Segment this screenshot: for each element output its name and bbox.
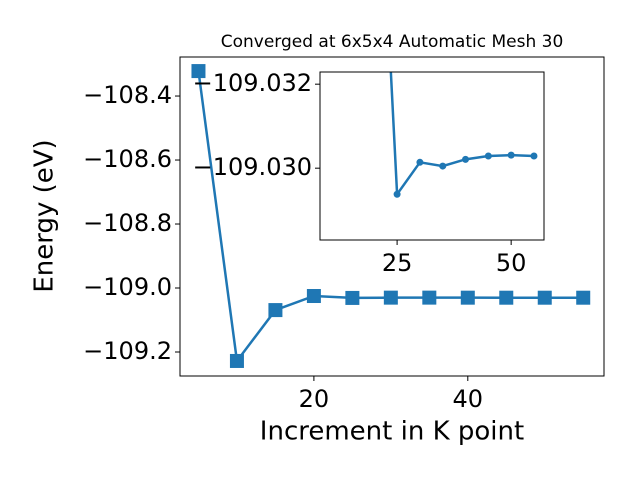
axes-frame xyxy=(319,71,545,241)
y-tick-label: −108.8 xyxy=(83,209,172,237)
x-tick-label: 20 xyxy=(299,385,330,413)
series-line xyxy=(389,72,535,198)
y-tick-label: −109.0 xyxy=(83,273,172,301)
y-tick-label: −109.030 xyxy=(193,153,312,181)
y-axis-label: Energy (eV) xyxy=(30,139,60,292)
marker xyxy=(484,152,492,160)
marker xyxy=(393,190,401,198)
marker xyxy=(416,158,424,166)
plot-clip xyxy=(389,72,538,198)
x-tick-label: 40 xyxy=(453,385,484,413)
marker xyxy=(499,290,514,305)
marker xyxy=(462,155,470,163)
marker xyxy=(507,151,515,159)
marker xyxy=(460,290,475,305)
marker xyxy=(229,353,244,368)
chart-title: Converged at 6x5x4 Automatic Mesh 30 xyxy=(221,32,564,52)
y-tick-label: −108.6 xyxy=(83,145,172,173)
plot-clip xyxy=(191,64,591,368)
x-tick-label: 50 xyxy=(496,249,527,277)
marker xyxy=(576,290,591,305)
marker xyxy=(345,290,360,305)
y-tick-label: −109.032 xyxy=(193,69,312,97)
x-tick-label: 25 xyxy=(382,249,413,277)
marker xyxy=(439,162,447,170)
marker xyxy=(422,290,437,305)
marker xyxy=(530,152,538,160)
y-tick-label: −109.2 xyxy=(83,337,172,365)
marker xyxy=(537,290,552,305)
axes-frame xyxy=(179,56,605,377)
marker xyxy=(383,290,398,305)
marker xyxy=(191,64,206,79)
marker xyxy=(306,289,321,304)
marker xyxy=(268,303,283,318)
x-axis-label: Increment in K point xyxy=(260,417,524,447)
y-tick-label: −108.4 xyxy=(83,81,172,109)
